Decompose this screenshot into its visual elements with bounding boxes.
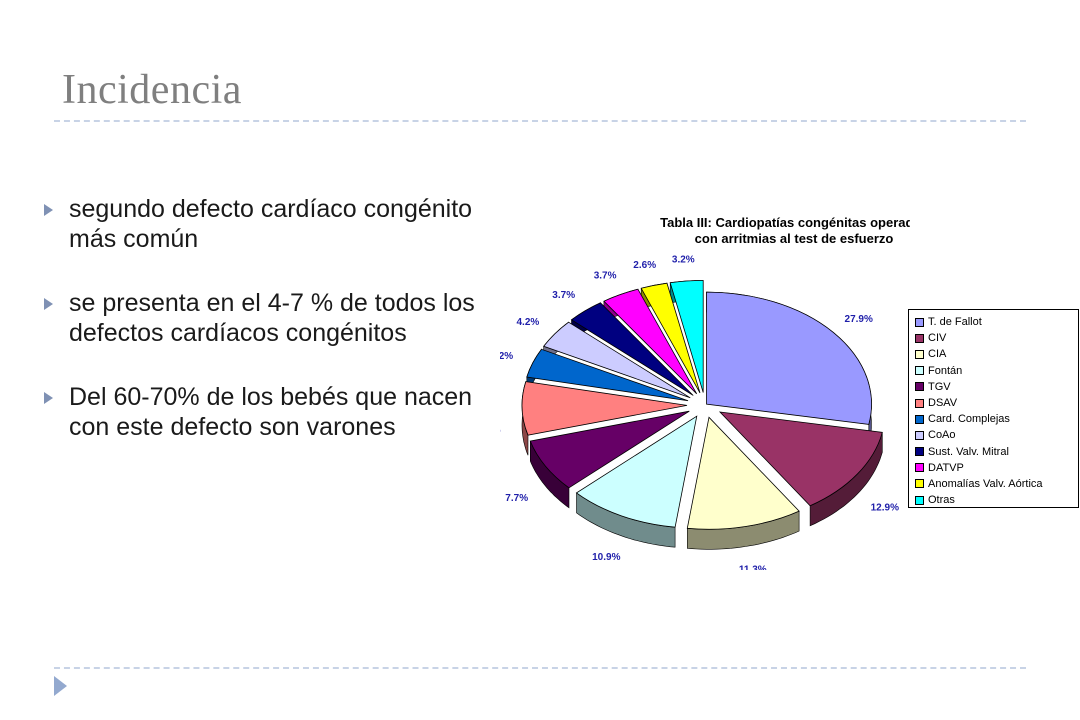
pie-value-label: 7.7%: [505, 493, 528, 504]
legend-label: CIA: [928, 348, 947, 361]
bullet-text: segundo defecto cardíaco congénito más c…: [69, 195, 473, 253]
pie-slice: [575, 415, 698, 528]
bullet-item: segundo defecto cardíaco congénito más c…: [44, 194, 504, 254]
legend-item: Sust. Valv. Mitral: [915, 444, 1078, 460]
pie-chart: Tabla III: Cardiopatías congénitas opera…: [500, 215, 910, 570]
legend-swatch: [915, 414, 924, 424]
chart-legend: T. de Fallot CIV CIA Fontán TGV DSAV Card. Com…: [908, 309, 1079, 508]
legend-label: TGV: [928, 380, 951, 393]
pie-value-label: 3.7%: [594, 271, 617, 282]
legend-item: Otras: [915, 492, 1078, 508]
legend-label: Otras: [928, 494, 955, 507]
bullet-item: Del 60-70% de los bebés que nacen con es…: [44, 382, 504, 442]
legend-label: T. de Fallot: [928, 316, 982, 329]
pie-slice: [669, 280, 704, 393]
pie-value-label: 7.7%: [500, 425, 501, 436]
legend-item: Card. Complejas: [915, 411, 1078, 427]
legend-swatch: [915, 398, 924, 408]
pie-slice: [686, 416, 800, 530]
legend-item: CoAo: [915, 427, 1078, 443]
pie-slice: [543, 321, 691, 399]
legend-label: DATVP: [928, 461, 964, 474]
legend-swatch: [915, 382, 924, 392]
pie-value-label: 11.3%: [739, 564, 767, 570]
legend-label: Card. Complejas: [928, 413, 1010, 426]
legend-label: CoAo: [928, 429, 956, 442]
corner-triangle-icon: [54, 676, 67, 696]
pie-value-label: 4.2%: [500, 351, 513, 362]
legend-label: DSAV: [928, 397, 958, 410]
pie-value-label: 27.9%: [845, 314, 873, 325]
bullet-text: se presenta en el 4-7 % de todos los def…: [69, 289, 475, 347]
legend-swatch: [915, 333, 924, 343]
legend-item: DATVP: [915, 460, 1078, 476]
pie-slice: [706, 291, 872, 425]
pie-value-label: 4.2%: [517, 317, 540, 328]
legend-label: CIV: [928, 332, 947, 345]
legend-label: Anomalías Valv. Aórtica: [928, 477, 1043, 490]
bullet-arrow-icon: [44, 204, 53, 216]
legend-swatch: [915, 349, 924, 359]
bullet-arrow-icon: [44, 392, 53, 404]
bullet-text: Del 60-70% de los bebés que nacen con es…: [69, 383, 473, 441]
pie-value-label: 10.9%: [592, 552, 620, 563]
bullet-arrow-icon: [44, 298, 53, 310]
legend-swatch: [915, 495, 924, 505]
title-divider: [54, 120, 1026, 122]
legend-swatch: [915, 430, 924, 440]
legend-swatch: [915, 463, 924, 473]
legend-item: DSAV: [915, 395, 1078, 411]
pie-slice: [640, 282, 701, 394]
legend-swatch: [915, 366, 924, 376]
footer-divider: [54, 667, 1026, 669]
pie-slice: [529, 410, 690, 489]
bullet-item: se presenta en el 4-7 % de todos los def…: [44, 288, 504, 348]
bullet-list: segundo defecto cardíaco congénito más c…: [44, 194, 504, 476]
pie-slice: [718, 411, 883, 507]
pie-slice: [526, 348, 689, 402]
pie-value-label: 3.2%: [672, 255, 695, 266]
legend-item: TGV: [915, 379, 1078, 395]
legend-swatch: [915, 317, 924, 327]
legend-label: Fontán: [928, 364, 963, 377]
legend-item: T. de Fallot: [915, 314, 1078, 330]
pie-value-label: 3.7%: [552, 290, 575, 301]
pie-slice: [570, 302, 694, 396]
pie-slice: [603, 288, 698, 395]
legend-item: CIA: [915, 346, 1078, 362]
legend-swatch: [915, 479, 924, 489]
legend-item: CIV: [915, 330, 1078, 346]
chart-title-line-2: con arritmias al test de esfuerzo: [695, 231, 894, 246]
pie-value-label: 2.6%: [633, 260, 656, 271]
legend-swatch: [915, 447, 924, 457]
legend-item: Fontán: [915, 363, 1078, 379]
legend-label: Sust. Valv. Mitral: [928, 445, 1009, 458]
legend-item: Anomalías Valv. Aórtica: [915, 476, 1078, 492]
slide-title: Incidencia: [62, 67, 242, 113]
pie-slice: [521, 381, 688, 436]
pie-value-label: 12.9%: [871, 503, 899, 514]
chart-title-line-1: Tabla III: Cardiopatías congénitas opera…: [660, 215, 910, 230]
